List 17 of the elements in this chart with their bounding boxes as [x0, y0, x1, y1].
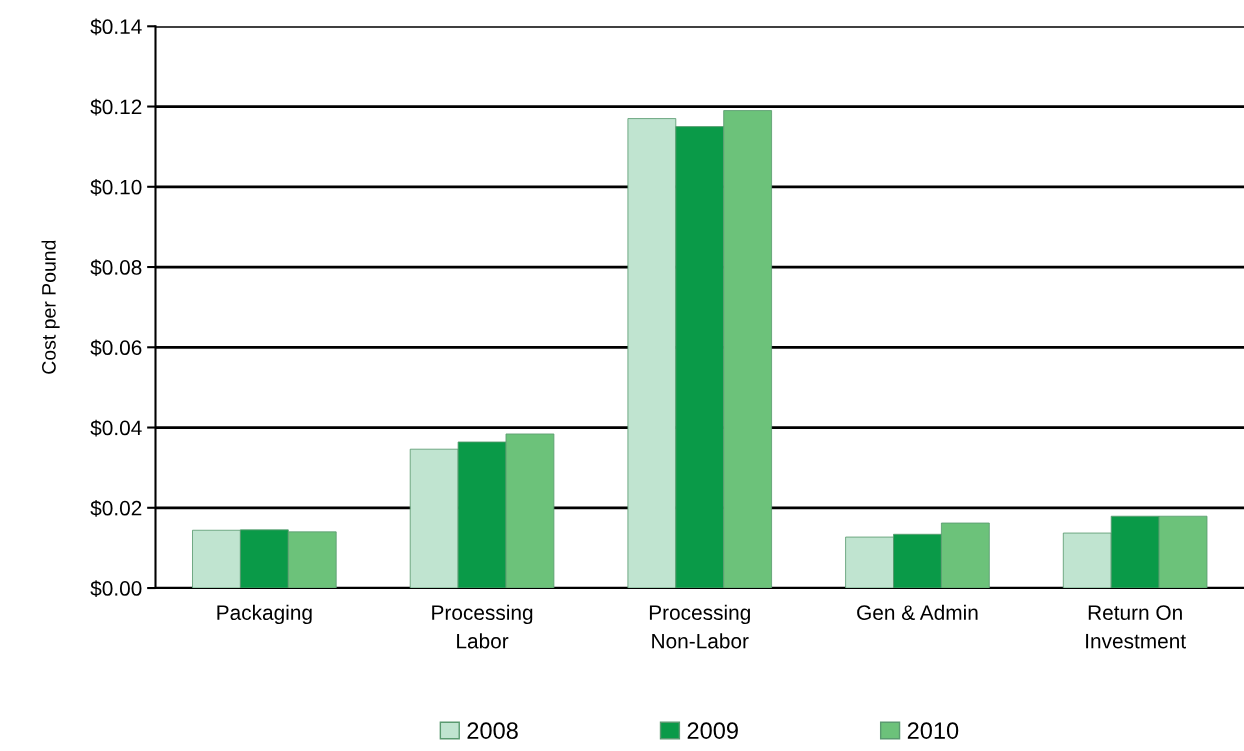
y-tick-label: $0.10 — [90, 178, 142, 196]
y-tick-label: $0.08 — [90, 259, 142, 277]
legend-label: 2009 — [687, 722, 738, 739]
legend-label: 2010 — [907, 722, 959, 739]
x-tick-label: Processing Labor — [432, 604, 533, 649]
x-tick-label: Processing Non-Labor — [649, 604, 750, 649]
x-tick-label: Gen & Admin — [857, 604, 978, 620]
y-tick-label: $0.06 — [90, 339, 142, 357]
y-tick-label: $0.02 — [90, 499, 142, 517]
x-tick-label: Return On Investment — [1086, 605, 1186, 649]
y-axis-title: Cost per Pound — [41, 240, 60, 374]
y-tick-label: $0.04 — [90, 419, 142, 437]
legend-label: 2008 — [467, 722, 518, 739]
y-tick-label: $0.14 — [90, 18, 142, 36]
y-tick-label: $0.12 — [90, 98, 142, 116]
y-tick-label: $0.00 — [90, 580, 142, 598]
x-tick-label: Packaging — [217, 604, 312, 625]
